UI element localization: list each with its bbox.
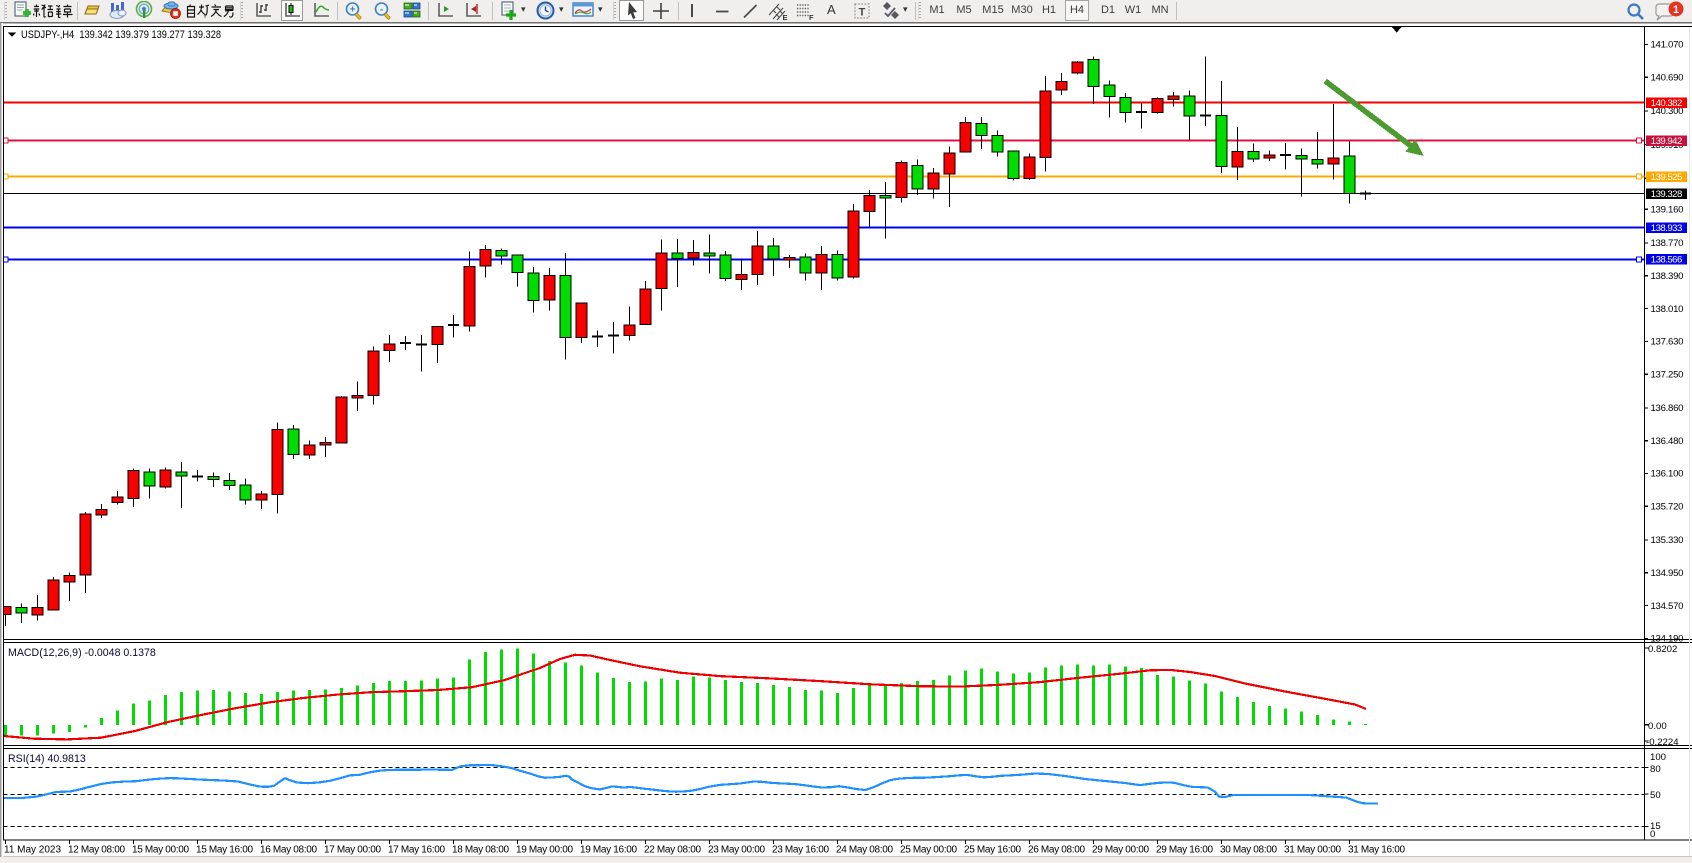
svg-text:138.010: 138.010 [1651,304,1684,315]
svg-text:MACD(12,26,9) -0.0048 0.1378: MACD(12,26,9) -0.0048 0.1378 [8,647,156,659]
svg-text:22 May 08:00: 22 May 08:00 [644,845,701,856]
svg-text:138.770: 138.770 [1651,238,1684,249]
svg-text:138.933: 138.933 [1651,223,1683,234]
svg-text:134.950: 134.950 [1651,568,1684,579]
svg-text:50: 50 [1650,790,1661,801]
svg-text:25 May 00:00: 25 May 00:00 [900,845,957,856]
svg-text:0: 0 [1650,829,1655,840]
svg-text:+: + [350,4,356,15]
svg-text:138.566: 138.566 [1651,255,1683,266]
svg-text:135.720: 135.720 [1651,502,1684,513]
svg-text:140.690: 140.690 [1651,73,1684,84]
svg-text:31 May 00:00: 31 May 00:00 [1284,845,1341,856]
svg-text:T: T [859,7,866,19]
svg-text:0.00: 0.00 [1648,721,1667,732]
svg-text:23 May 16:00: 23 May 16:00 [772,845,829,856]
svg-text:135.330: 135.330 [1651,535,1684,546]
svg-text:25 May 16:00: 25 May 16:00 [964,845,1021,856]
svg-text:30 May 08:00: 30 May 08:00 [1220,845,1277,856]
svg-text:136.100: 136.100 [1651,469,1684,480]
svg-text:11 May 2023: 11 May 2023 [4,845,61,856]
svg-text:140.300: 140.300 [1651,106,1684,117]
svg-text:16 May 08:00: 16 May 08:00 [260,845,317,856]
svg-text:137.630: 137.630 [1651,337,1684,348]
svg-text:134.190: 134.190 [1651,634,1684,645]
svg-text:E: E [783,13,788,22]
svg-text:139.328: 139.328 [1651,189,1683,200]
svg-text:18 May 08:00: 18 May 08:00 [452,845,509,856]
svg-text:F: F [809,13,814,22]
svg-text:140.382: 140.382 [1651,98,1683,109]
svg-text:139.942: 139.942 [1651,136,1683,147]
svg-text:USDJPY-,H4 139.342 139.379 13: USDJPY-,H4 139.342 139.379 139.277 139.3… [21,29,221,41]
svg-text:138.390: 138.390 [1651,271,1684,282]
svg-text:12 May 08:00: 12 May 08:00 [68,845,125,856]
svg-text:31 May 16:00: 31 May 16:00 [1348,845,1405,856]
svg-text:19 May 00:00: 19 May 00:00 [516,845,573,856]
svg-text:17 May 00:00: 17 May 00:00 [324,845,381,856]
svg-text:1: 1 [1673,4,1679,16]
svg-text:139.525: 139.525 [1651,172,1683,183]
svg-text:139.160: 139.160 [1651,205,1684,216]
svg-text:136.480: 136.480 [1651,436,1684,447]
svg-text:RSI(14) 40.9813: RSI(14) 40.9813 [8,753,86,765]
svg-text:24 May 08:00: 24 May 08:00 [836,845,893,856]
svg-text:15 May 00:00: 15 May 00:00 [132,845,189,856]
svg-text:134.570: 134.570 [1651,601,1684,612]
svg-text:136.860: 136.860 [1651,403,1684,414]
svg-text:15 May 16:00: 15 May 16:00 [196,845,253,856]
svg-text:80: 80 [1650,764,1661,775]
svg-text:29 May 00:00: 29 May 00:00 [1092,845,1149,856]
svg-text:17 May 16:00: 17 May 16:00 [388,845,445,856]
svg-text:19 May 16:00: 19 May 16:00 [580,845,637,856]
svg-text:23 May 00:00: 23 May 00:00 [708,845,765,856]
svg-text:15: 15 [1650,821,1661,832]
svg-text:29 May 16:00: 29 May 16:00 [1156,845,1213,856]
svg-text:100: 100 [1650,752,1666,763]
svg-text:-: - [380,4,383,15]
svg-text:26 May 08:00: 26 May 08:00 [1028,845,1085,856]
svg-text:137.250: 137.250 [1651,369,1684,380]
svg-text:0.8202: 0.8202 [1648,644,1677,655]
svg-text:141.070: 141.070 [1651,40,1684,51]
svg-text:-0.2224: -0.2224 [1646,737,1679,748]
